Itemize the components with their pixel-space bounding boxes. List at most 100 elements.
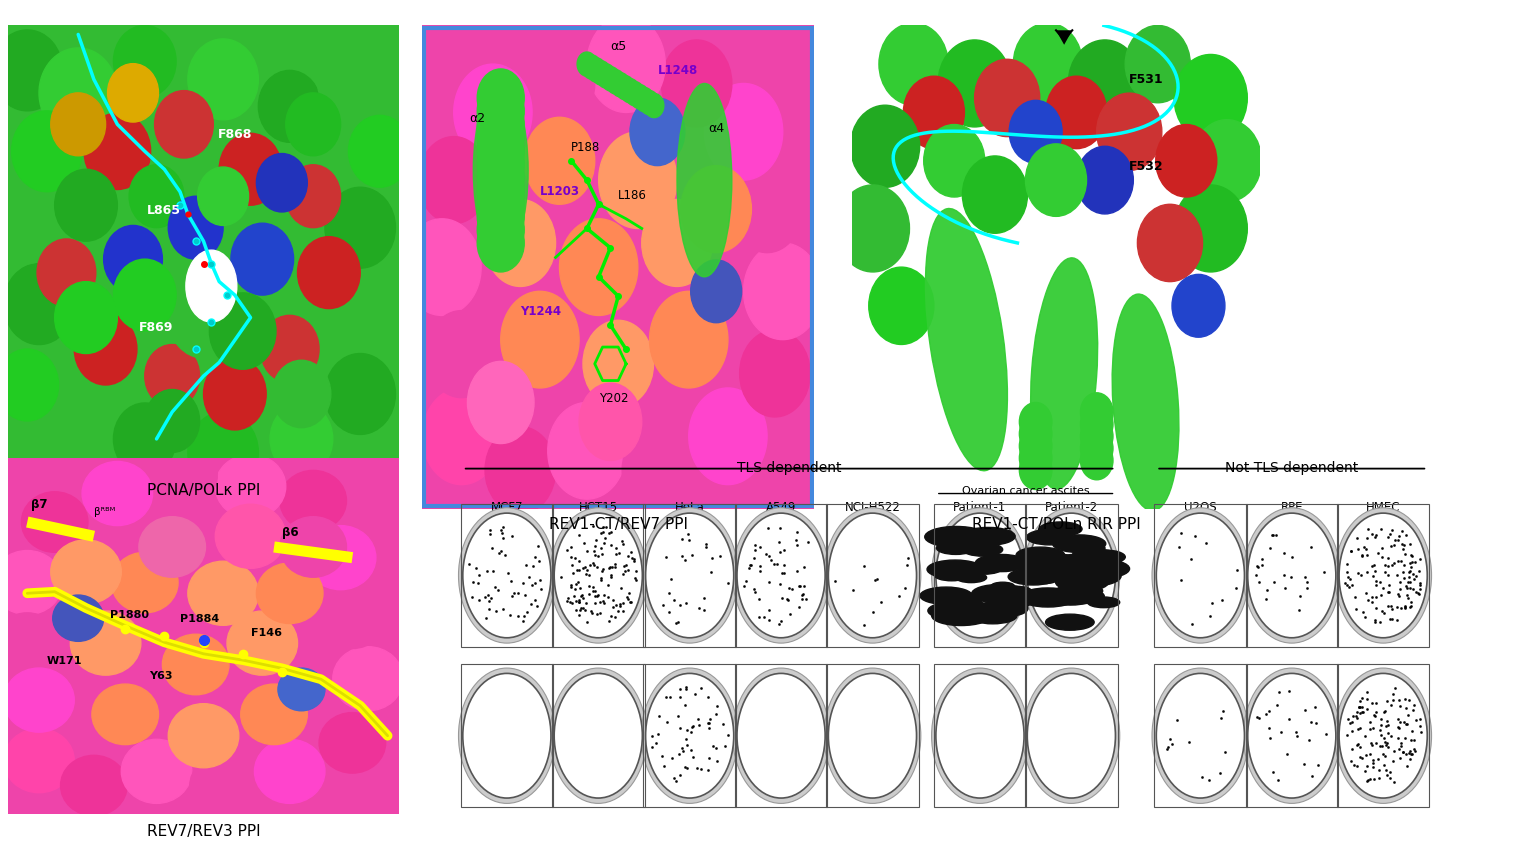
Circle shape — [319, 588, 386, 649]
Ellipse shape — [823, 668, 920, 803]
Bar — [1336, 505, 1430, 647]
Circle shape — [949, 609, 992, 623]
Text: F146: F146 — [250, 628, 281, 638]
Circle shape — [203, 358, 266, 430]
Circle shape — [1017, 547, 1064, 563]
Circle shape — [1020, 415, 1052, 453]
Circle shape — [630, 98, 685, 165]
Text: HMEC: HMEC — [1366, 500, 1401, 514]
Ellipse shape — [1152, 668, 1249, 803]
Text: F532: F532 — [1129, 160, 1164, 174]
Circle shape — [55, 170, 117, 241]
Circle shape — [616, 75, 634, 100]
Circle shape — [280, 471, 347, 531]
Circle shape — [478, 82, 524, 140]
Circle shape — [1057, 583, 1103, 599]
Circle shape — [934, 600, 992, 620]
Circle shape — [1014, 23, 1083, 105]
Circle shape — [743, 243, 822, 340]
Circle shape — [1020, 560, 1080, 579]
Text: Ovarian cancer ascites: Ovarian cancer ascites — [962, 487, 1089, 496]
Circle shape — [995, 555, 1015, 561]
Text: Patient-2: Patient-2 — [1044, 500, 1098, 514]
Circle shape — [55, 282, 117, 354]
Circle shape — [198, 167, 249, 226]
Circle shape — [3, 264, 74, 344]
Circle shape — [43, 381, 114, 461]
Text: α5: α5 — [610, 40, 627, 53]
Circle shape — [940, 538, 983, 552]
Circle shape — [215, 505, 286, 568]
Ellipse shape — [1157, 673, 1244, 798]
Ellipse shape — [458, 508, 556, 643]
Text: Y202: Y202 — [599, 393, 628, 405]
Text: P188: P188 — [571, 141, 601, 154]
Circle shape — [962, 527, 1015, 545]
Circle shape — [272, 360, 330, 427]
Circle shape — [230, 223, 293, 295]
Ellipse shape — [554, 673, 642, 798]
Circle shape — [1057, 566, 1121, 587]
Circle shape — [851, 105, 920, 187]
Circle shape — [1174, 185, 1247, 272]
Circle shape — [3, 668, 74, 732]
Circle shape — [1020, 427, 1052, 466]
Bar — [1025, 505, 1118, 647]
Bar — [1154, 665, 1247, 807]
Circle shape — [169, 196, 223, 259]
Circle shape — [605, 70, 625, 94]
Ellipse shape — [737, 673, 825, 798]
Circle shape — [478, 69, 524, 127]
Ellipse shape — [828, 673, 917, 798]
Bar — [461, 505, 553, 647]
Circle shape — [937, 594, 982, 609]
Ellipse shape — [823, 508, 920, 643]
Ellipse shape — [931, 508, 1028, 643]
Circle shape — [0, 550, 63, 615]
Circle shape — [103, 226, 163, 293]
Circle shape — [92, 684, 158, 745]
Circle shape — [1077, 146, 1134, 214]
Circle shape — [601, 67, 621, 91]
Circle shape — [630, 85, 650, 109]
Ellipse shape — [550, 508, 647, 643]
Bar — [934, 665, 1026, 807]
Text: W171: W171 — [48, 656, 83, 667]
Bar — [1336, 665, 1430, 807]
Bar — [734, 665, 828, 807]
Circle shape — [155, 91, 214, 158]
Text: F869: F869 — [140, 321, 174, 334]
Bar — [826, 505, 919, 647]
Circle shape — [1043, 588, 1097, 605]
Circle shape — [548, 403, 627, 499]
Circle shape — [1126, 25, 1190, 103]
Circle shape — [144, 389, 200, 453]
Circle shape — [1020, 438, 1052, 477]
Text: Y1244: Y1244 — [521, 305, 562, 319]
Circle shape — [644, 93, 664, 118]
Circle shape — [169, 704, 238, 767]
Circle shape — [991, 583, 1014, 590]
Ellipse shape — [733, 668, 829, 803]
Text: + TLSi: + TLSi — [458, 729, 499, 742]
Circle shape — [258, 70, 321, 142]
Circle shape — [978, 600, 1028, 616]
Circle shape — [1080, 429, 1114, 468]
Circle shape — [453, 64, 531, 161]
Circle shape — [650, 292, 728, 388]
Circle shape — [112, 552, 178, 613]
Bar — [461, 665, 553, 807]
Circle shape — [1071, 562, 1089, 569]
Circle shape — [611, 73, 630, 97]
Circle shape — [129, 165, 184, 227]
Circle shape — [227, 611, 298, 675]
Circle shape — [51, 93, 106, 156]
Circle shape — [925, 527, 988, 547]
Text: F868: F868 — [218, 128, 252, 141]
Circle shape — [278, 668, 326, 711]
Ellipse shape — [1031, 258, 1098, 489]
Circle shape — [478, 175, 524, 232]
Circle shape — [215, 455, 286, 518]
Circle shape — [662, 40, 731, 127]
Circle shape — [1155, 125, 1217, 197]
